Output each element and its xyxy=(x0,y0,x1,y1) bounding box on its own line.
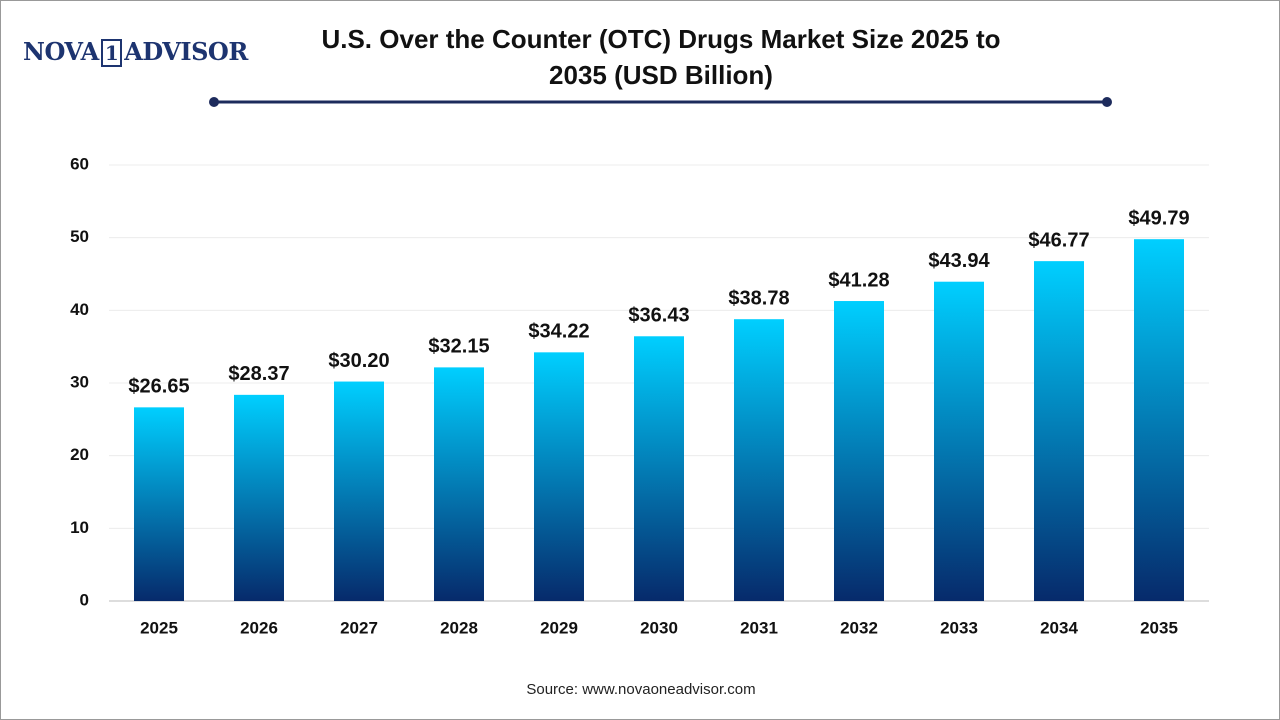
value-label: $43.94 xyxy=(928,250,990,272)
x-tick-label: 2033 xyxy=(940,618,978,637)
bar xyxy=(834,301,884,601)
x-tick-label: 2029 xyxy=(540,618,578,637)
x-tick-label: 2026 xyxy=(240,618,278,637)
x-tick-label: 2030 xyxy=(640,618,678,637)
value-label: $26.65 xyxy=(128,376,189,398)
x-tick-label: 2025 xyxy=(140,618,178,637)
bar xyxy=(434,367,484,601)
bar xyxy=(234,394,284,601)
chart-title: U.S. Over the Counter (OTC) Drugs Market… xyxy=(321,24,1001,90)
divider-dot xyxy=(1102,97,1112,107)
x-tick-label: 2027 xyxy=(340,618,378,637)
x-tick-label: 2035 xyxy=(1140,618,1178,637)
logo-text: NOVA xyxy=(23,37,99,66)
source: Source: www.novaoneadvisor.com xyxy=(526,681,756,698)
y-tick-label: 30 xyxy=(70,372,89,391)
y-tick-label: 40 xyxy=(70,300,89,319)
divider-dot xyxy=(209,97,219,107)
bar xyxy=(134,407,184,601)
bar xyxy=(634,336,684,601)
x-tick-label: 2031 xyxy=(740,618,778,637)
logo-text: ADVISOR xyxy=(124,37,248,66)
logo: NOVA 1 ADVISOR xyxy=(23,37,248,67)
value-label: $36.43 xyxy=(628,305,689,327)
value-label: $38.78 xyxy=(728,287,789,309)
bar xyxy=(934,281,984,601)
bar xyxy=(334,381,384,601)
logo-text: 1 xyxy=(100,39,123,67)
y-tick-label: 20 xyxy=(70,445,89,464)
x-tick-label: 2028 xyxy=(440,618,478,637)
value-label: $32.15 xyxy=(428,336,489,358)
y-tick-label: 50 xyxy=(70,227,89,246)
value-label: $28.37 xyxy=(228,363,289,385)
y-tick-label: 60 xyxy=(70,154,89,173)
y-tick-label: 0 xyxy=(80,590,89,609)
bar xyxy=(534,352,584,601)
y-tick-label: 10 xyxy=(70,518,89,537)
value-label: $49.79 xyxy=(1128,207,1189,229)
value-label: $34.22 xyxy=(528,321,589,343)
bar xyxy=(1134,239,1184,601)
value-label: $46.77 xyxy=(1028,229,1089,251)
x-tick-label: 2034 xyxy=(1040,618,1078,637)
x-tick-label: 2032 xyxy=(840,618,878,637)
value-label: $30.20 xyxy=(328,350,389,372)
value-label: $41.28 xyxy=(828,269,889,291)
bar xyxy=(1034,261,1084,601)
bar xyxy=(734,319,784,601)
